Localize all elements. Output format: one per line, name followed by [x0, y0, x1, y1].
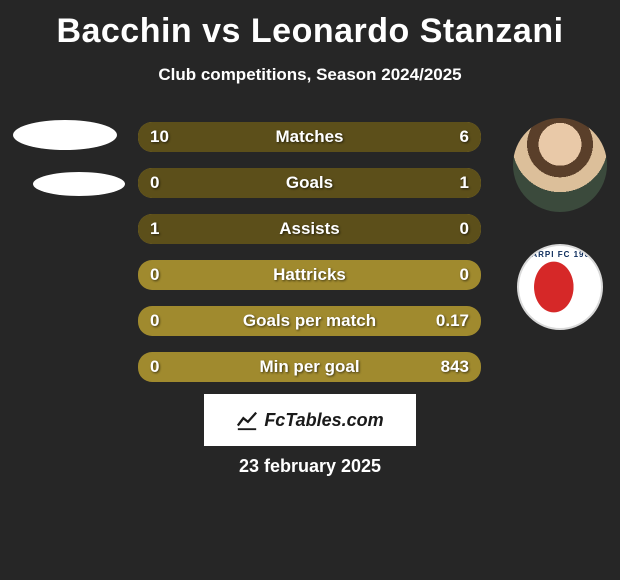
stat-value-right: 843	[441, 352, 469, 382]
stat-bars: 10Matches60Goals11Assists00Hattricks00Go…	[138, 122, 481, 398]
stat-label: Assists	[138, 214, 481, 244]
stat-row: 0Goals per match0.17	[138, 306, 481, 336]
player-left-club-placeholder	[33, 172, 125, 196]
stat-row: 0Hattricks0	[138, 260, 481, 290]
player-left-column	[10, 118, 120, 196]
stat-label: Hattricks	[138, 260, 481, 290]
player-right-column: CARPI FC 1909	[510, 118, 610, 330]
stat-row: 10Matches6	[138, 122, 481, 152]
footer-date: 23 february 2025	[0, 456, 620, 477]
page-title: Bacchin vs Leonardo Stanzani	[0, 0, 620, 51]
stat-value-right: 0.17	[436, 306, 469, 336]
player-right-avatar	[513, 118, 607, 212]
stat-value-right: 0	[460, 260, 469, 290]
brand-badge: FcTables.com	[204, 394, 416, 446]
subtitle: Club competitions, Season 2024/2025	[0, 65, 620, 85]
stat-row: 0Min per goal843	[138, 352, 481, 382]
club-badge-text: CARPI FC 1909	[519, 250, 601, 259]
player-right-club-logo: CARPI FC 1909	[517, 244, 603, 330]
stat-label: Goals per match	[138, 306, 481, 336]
brand-text: FcTables.com	[264, 410, 383, 431]
stat-label: Goals	[138, 168, 481, 198]
player-left-avatar-placeholder	[13, 120, 117, 150]
stat-label: Min per goal	[138, 352, 481, 382]
stat-value-right: 6	[460, 122, 469, 152]
stat-value-right: 1	[460, 168, 469, 198]
stat-label: Matches	[138, 122, 481, 152]
stat-value-right: 0	[460, 214, 469, 244]
stat-row: 0Goals1	[138, 168, 481, 198]
chart-icon	[236, 409, 258, 431]
stat-row: 1Assists0	[138, 214, 481, 244]
